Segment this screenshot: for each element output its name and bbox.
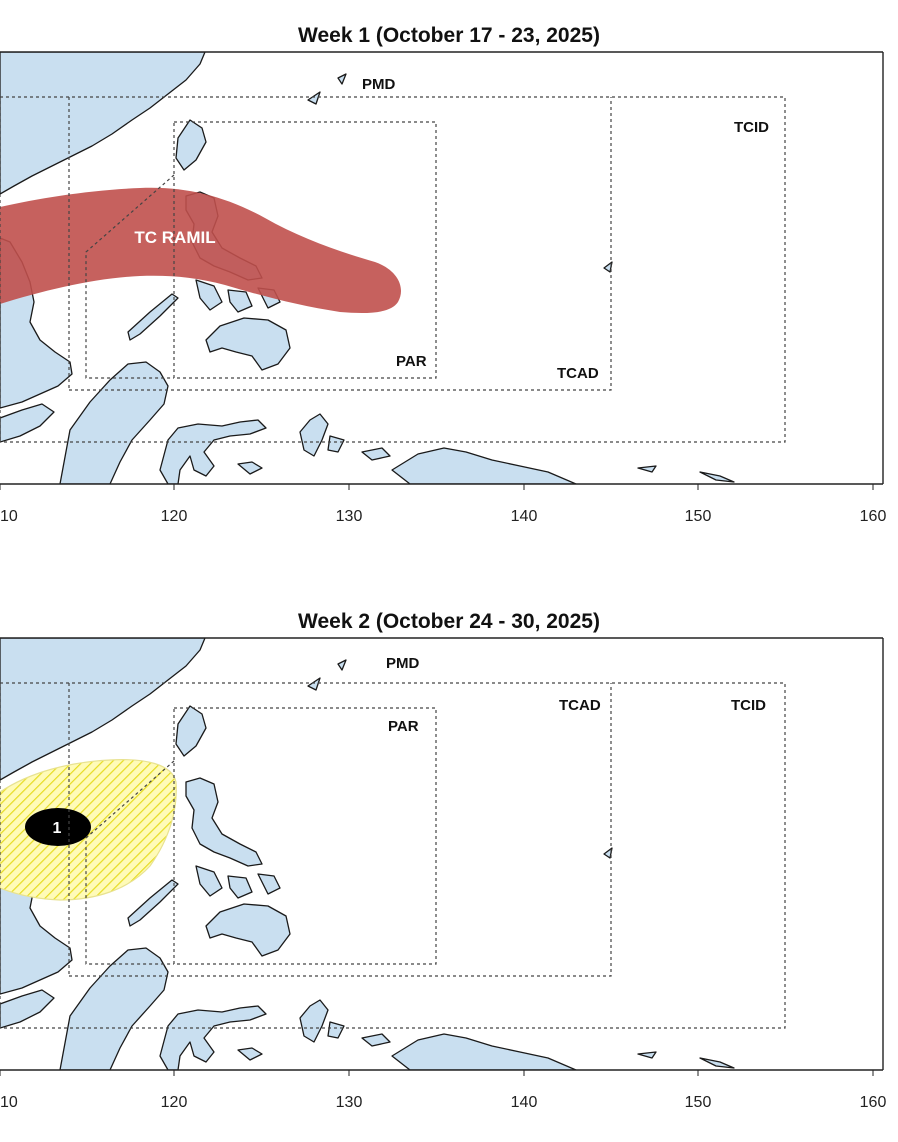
- par-boundary: [173, 121, 437, 379]
- week2-boundaries: [0, 682, 786, 1029]
- pmd-label: PMD: [386, 655, 420, 672]
- visayas-mindoro-land: [195, 865, 281, 899]
- mindanao-land: [205, 317, 291, 371]
- week2-x-axis: 10 120 130 140 150 160: [0, 1094, 886, 1111]
- borneo-land: [59, 361, 169, 484]
- tick-label: 130: [336, 508, 363, 525]
- pmd-boundary: [0, 96, 786, 443]
- tick-label: 120: [161, 1094, 188, 1111]
- sumatra-malay-land: [0, 989, 55, 1029]
- sulawesi-land: [159, 419, 267, 484]
- area-1-zone: 1: [0, 759, 177, 901]
- tcad-boundary: [69, 683, 612, 977]
- week1-landmasses: [0, 52, 735, 484]
- tick-label: 120: [161, 508, 188, 525]
- week1-boundaries: [0, 96, 786, 443]
- tcid-label: TCID: [734, 119, 769, 136]
- small-islands: [237, 73, 735, 483]
- par-label: PAR: [388, 718, 419, 735]
- sumatra-malay-land: [0, 403, 55, 443]
- week1-title: Week 1 (October 17 - 23, 2025): [298, 24, 600, 47]
- new-guinea-land: [391, 1033, 577, 1070]
- area-1-marker: [25, 808, 91, 846]
- sulawesi-land: [159, 1005, 267, 1070]
- luzon-land: [185, 777, 263, 867]
- tick-label: 10: [0, 508, 18, 525]
- new-guinea-land: [391, 447, 577, 484]
- palawan-land: [127, 293, 179, 341]
- tcad-label: TCAD: [559, 697, 601, 714]
- tick-label: 140: [511, 1094, 538, 1111]
- week1-panel: Week 1 (October 17 - 23, 2025): [0, 0, 898, 560]
- moluccas-land: [299, 999, 345, 1043]
- tcad-label: TCAD: [557, 365, 599, 382]
- tcad-boundary: [69, 97, 612, 391]
- tick-label: 150: [685, 1094, 712, 1111]
- tc-ramil-label: TC RAMIL: [134, 228, 215, 247]
- par-label: PAR: [396, 353, 427, 370]
- taiwan-land: [175, 119, 207, 171]
- small-islands: [237, 659, 735, 1069]
- area-1-marker-label: 1: [53, 820, 62, 837]
- tick-label: 150: [685, 508, 712, 525]
- tcid-label: TCID: [731, 697, 766, 714]
- tick-label: 10: [0, 1094, 18, 1111]
- taiwan-land: [175, 705, 207, 757]
- week2-map: 1 PMD TCAD TCID PAR 1: [0, 637, 886, 1111]
- par-boundary: [173, 707, 437, 965]
- tick-label: 140: [511, 508, 538, 525]
- week2-frame: [0, 637, 884, 1076]
- moluccas-land: [299, 413, 345, 457]
- tick-label: 160: [860, 508, 887, 525]
- borneo-land: [59, 947, 169, 1070]
- week1-map: TC RAMIL PMD TCID TCAD PAR: [0, 51, 886, 525]
- week1-x-axis: 10 120 130 140 150 160: [0, 508, 886, 525]
- asia-mainland-land: [0, 52, 206, 195]
- asia-mainland-land: [0, 638, 206, 781]
- tick-label: 160: [860, 1094, 887, 1111]
- pmd-label: PMD: [362, 76, 396, 93]
- tick-label: 130: [336, 1094, 363, 1111]
- week2-landmasses: [0, 638, 735, 1070]
- mindanao-land: [205, 903, 291, 957]
- palawan-land: [127, 879, 179, 927]
- week1-frame: [0, 51, 884, 490]
- tc-ramil-zone: TC RAMIL: [0, 187, 402, 313]
- week2-title: Week 2 (October 24 - 30, 2025): [298, 610, 600, 633]
- pmd-boundary: [0, 682, 786, 1029]
- tc-ramil-shape: [0, 187, 402, 313]
- week2-panel: Week 2 (October 24 - 30, 2025): [0, 586, 898, 1142]
